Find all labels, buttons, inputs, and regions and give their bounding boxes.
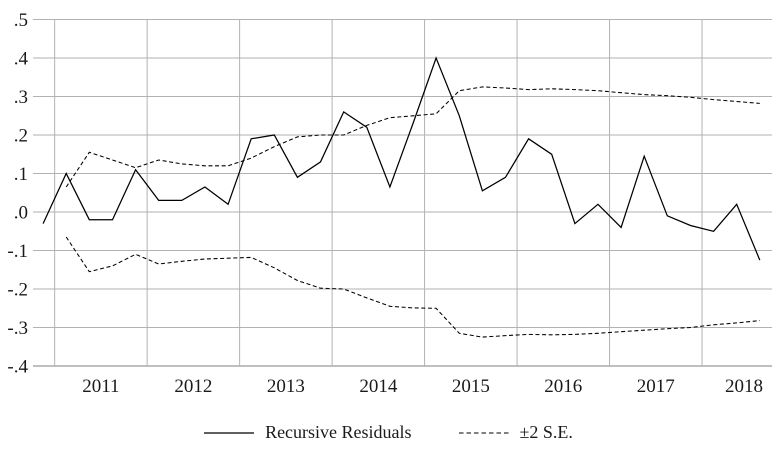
y-tick-label: .0 [14,203,28,224]
x-tick-label: 2015 [452,376,490,397]
y-tick-label: .2 [14,126,28,147]
x-tick-label: 2014 [359,376,398,397]
x-tick-label: 2017 [637,376,675,397]
recursive-residuals-chart: .5 .4 .3 .2 .1 .0 -.1 -.2 -.3 -.4 2011 2012 2013 2014… [7,10,772,397]
x-tick-label: 2012 [174,376,212,397]
series-upper-band [65,86,760,188]
y-tick-label: .5 [14,10,28,31]
y-tick-label: -.2 [7,280,28,301]
y-tick-label: -.3 [7,318,28,339]
legend-item-recursive-residuals: Recursive Residuals [203,422,412,443]
y-tick-label: -.1 [7,241,28,262]
legend-item-se-band: ±2 S.E. [458,422,573,443]
x-tick-label: 2016 [544,376,582,397]
legend-label-se-band: ±2 S.E. [519,422,573,442]
x-tick-label: 2013 [267,376,305,397]
y-tick-label: .4 [14,49,29,70]
x-tick-label: 2018 [725,376,763,397]
chart-legend: Recursive Residuals ±2 S.E. [0,422,776,443]
y-tick-label: .1 [14,164,28,185]
x-tick-label: 2011 [82,376,119,397]
dashed-line-swatch-icon [458,431,509,434]
series-recursive-residuals [42,56,761,261]
legend-label-recursive-residuals: Recursive Residuals [265,422,412,442]
y-tick-label: -.4 [7,357,28,378]
series-lower-band [65,236,760,338]
y-tick-label: .3 [14,87,28,108]
solid-line-swatch-icon [204,431,255,434]
